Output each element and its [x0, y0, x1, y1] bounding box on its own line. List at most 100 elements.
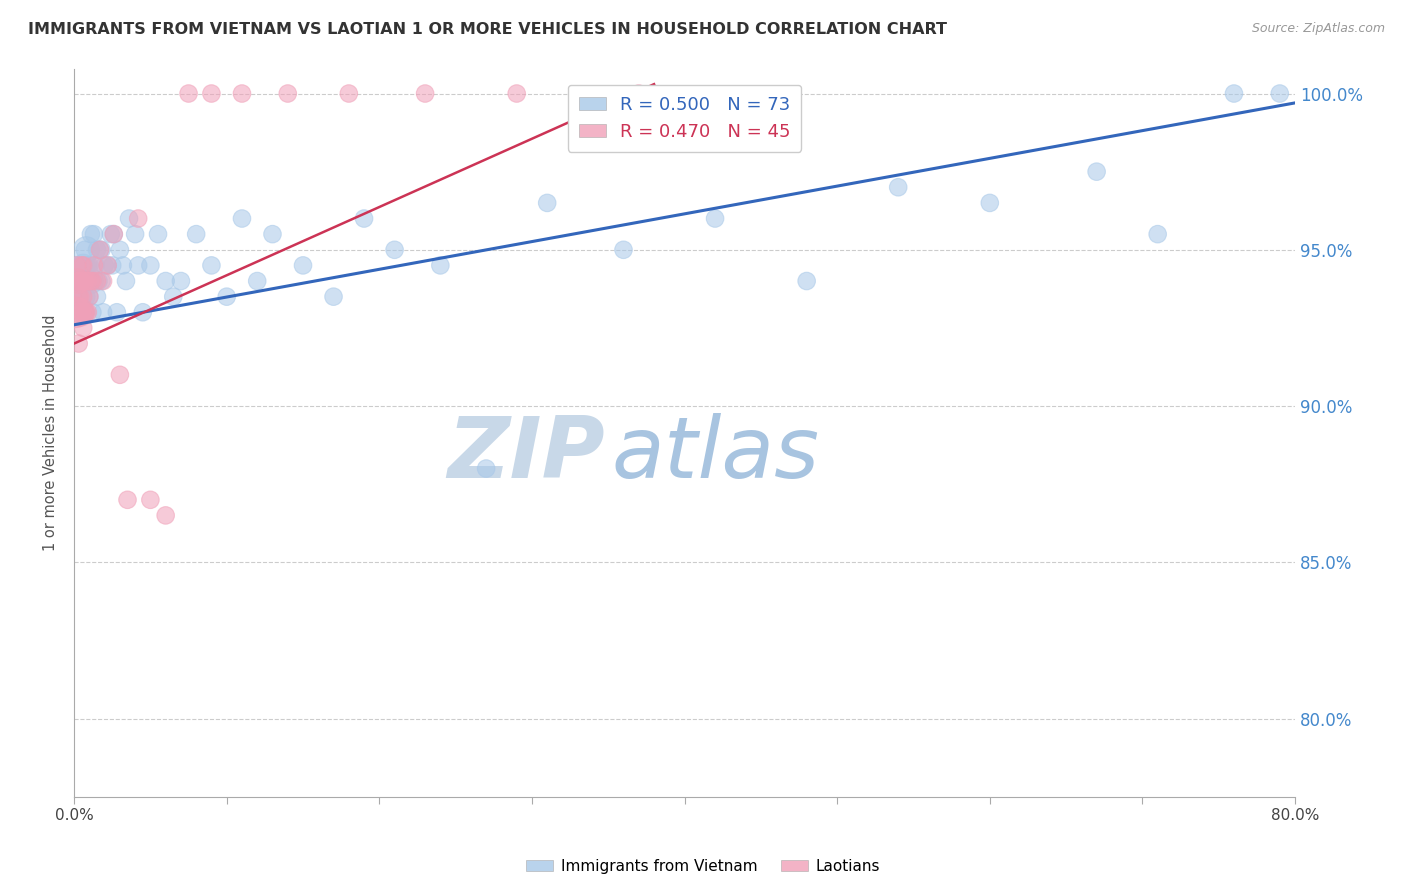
Point	[82, 305, 104, 319]
Point	[186, 227, 208, 242]
Point	[124, 227, 146, 242]
Point	[1085, 164, 1108, 178]
Point	[72, 259, 94, 273]
Point	[66, 259, 89, 273]
Point	[73, 305, 96, 319]
Point	[322, 290, 344, 304]
Point	[200, 259, 222, 273]
Point	[79, 290, 101, 304]
Point	[67, 274, 90, 288]
Point	[139, 492, 162, 507]
Point	[127, 259, 149, 273]
Point	[75, 305, 97, 319]
Point	[97, 259, 120, 273]
Point	[66, 274, 89, 288]
Point	[67, 336, 90, 351]
Point	[75, 290, 97, 304]
Point	[82, 274, 104, 288]
Point	[612, 243, 634, 257]
Point	[66, 274, 89, 288]
Point	[83, 259, 105, 273]
Point	[155, 274, 177, 288]
Point	[72, 274, 94, 288]
Point	[108, 368, 131, 382]
Point	[67, 290, 90, 304]
Point	[70, 274, 93, 288]
Point	[139, 259, 162, 273]
Point	[79, 259, 101, 273]
Point	[101, 259, 124, 273]
Point	[429, 259, 451, 273]
Point	[103, 227, 125, 242]
Point	[80, 274, 103, 288]
Point	[132, 305, 155, 319]
Point	[76, 305, 98, 319]
Point	[155, 508, 177, 523]
Point	[87, 274, 110, 288]
Point	[118, 211, 141, 226]
Point	[246, 274, 269, 288]
Point	[69, 290, 91, 304]
Point	[73, 259, 96, 273]
Point	[75, 243, 97, 257]
Point	[65, 274, 87, 288]
Point	[91, 274, 114, 288]
Point	[70, 305, 93, 319]
Point	[146, 227, 169, 242]
Point	[86, 290, 108, 304]
Point	[103, 227, 125, 242]
Point	[80, 227, 103, 242]
Point	[127, 211, 149, 226]
Point	[979, 195, 1001, 210]
Point	[111, 259, 134, 273]
Point	[90, 243, 112, 257]
Point	[262, 227, 284, 242]
Point	[76, 274, 98, 288]
Point	[70, 290, 93, 304]
Point	[67, 290, 90, 304]
Point	[93, 259, 115, 273]
Point	[292, 259, 315, 273]
Point	[536, 195, 558, 210]
Text: Source: ZipAtlas.com: Source: ZipAtlas.com	[1251, 22, 1385, 36]
Point	[215, 290, 238, 304]
Point	[100, 227, 122, 242]
Point	[90, 274, 112, 288]
Point	[65, 305, 87, 319]
Point	[70, 259, 93, 273]
Point	[384, 243, 406, 257]
Point	[91, 305, 114, 319]
Point	[67, 274, 90, 288]
Point	[475, 461, 498, 475]
Point	[353, 211, 375, 226]
Point	[231, 87, 253, 101]
Point	[108, 243, 131, 257]
Point	[796, 274, 818, 288]
Point	[72, 321, 94, 335]
Point	[76, 259, 98, 273]
Point	[887, 180, 910, 194]
Legend: Immigrants from Vietnam, Laotians: Immigrants from Vietnam, Laotians	[520, 853, 886, 880]
Point	[1223, 87, 1246, 101]
Point	[69, 259, 91, 273]
Point	[69, 274, 91, 288]
Point	[89, 243, 111, 257]
Point	[1146, 227, 1168, 242]
Point	[97, 259, 120, 273]
Point	[89, 243, 111, 257]
Text: IMMIGRANTS FROM VIETNAM VS LAOTIAN 1 OR MORE VEHICLES IN HOUSEHOLD CORRELATION C: IMMIGRANTS FROM VIETNAM VS LAOTIAN 1 OR …	[28, 22, 948, 37]
Point	[170, 274, 193, 288]
Point	[73, 243, 96, 257]
Point	[231, 211, 253, 226]
Point	[86, 243, 108, 257]
Point	[83, 227, 105, 242]
Point	[117, 492, 139, 507]
Point	[105, 305, 128, 319]
Point	[162, 290, 184, 304]
Point	[72, 259, 94, 273]
Point	[66, 305, 89, 319]
Point	[115, 274, 138, 288]
Point	[84, 259, 107, 273]
Point	[66, 259, 89, 273]
Point	[69, 305, 91, 319]
